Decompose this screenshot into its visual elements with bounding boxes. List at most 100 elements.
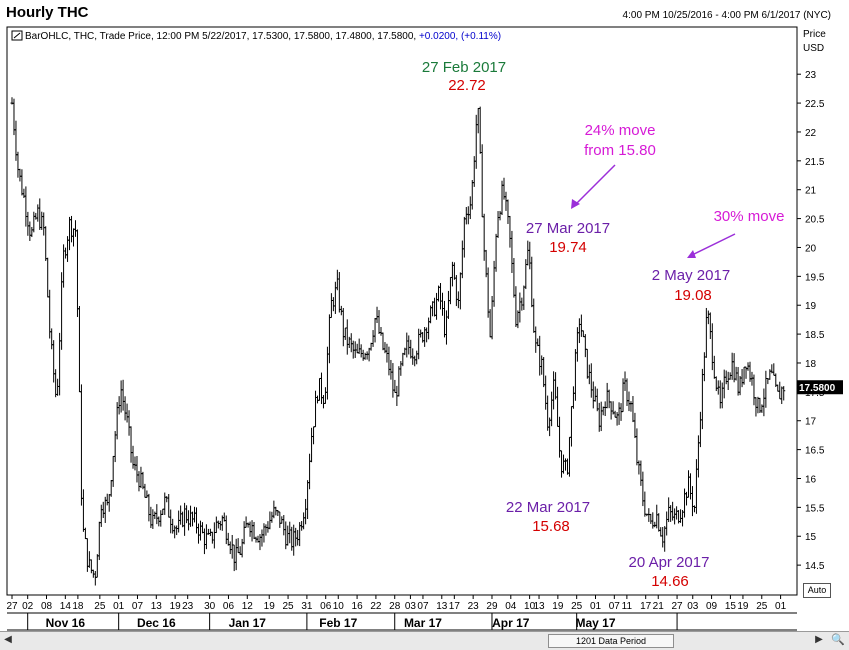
x-month-label: Apr 17 xyxy=(492,616,530,630)
ohlc-bar xyxy=(782,386,786,401)
x-day-label: 19 xyxy=(552,601,564,612)
y-tick-label: 21.5 xyxy=(805,157,825,168)
annotation-price-mar22: 15.68 xyxy=(532,518,570,535)
legend-row: BarOHLC, THC, Trade Price, 12:00 PM 5/22… xyxy=(11,30,501,42)
x-day-label: 25 xyxy=(571,601,583,612)
annotation-move-24-from: from 15.80 xyxy=(584,142,656,159)
x-day-label: 23 xyxy=(182,601,194,612)
x-day-label: 16 xyxy=(352,601,364,612)
x-day-label: 06 xyxy=(320,601,332,612)
x-month-label: Dec 16 xyxy=(137,616,176,630)
annotation-date-mar22: 22 Mar 2017 xyxy=(506,499,590,516)
x-day-label: 31 xyxy=(301,601,313,612)
x-day-label: 13 xyxy=(533,601,545,612)
annotation-move-30: 30% move xyxy=(714,208,785,225)
x-day-label: 07 xyxy=(609,601,621,612)
annotation-date-apr20: 20 Apr 2017 xyxy=(629,554,710,571)
x-month-label: Jan 17 xyxy=(229,616,267,630)
last-price-label: 17.5800 xyxy=(799,383,836,394)
x-day-label: 07 xyxy=(132,601,144,612)
x-day-label: 25 xyxy=(283,601,295,612)
y-tick-label: 15.5 xyxy=(805,503,825,514)
plot-area xyxy=(6,26,798,596)
x-day-label: 13 xyxy=(436,601,448,612)
date-range: 4:00 PM 10/25/2016 - 4:00 PM 6/1/2017 (N… xyxy=(622,10,831,21)
price-chart[interactable]: BarOHLC, THC, Trade Price, 12:00 PM 5/22… xyxy=(0,0,849,631)
x-month-label: Nov 16 xyxy=(46,616,86,630)
y-tick-label: 18.5 xyxy=(805,330,825,341)
scroll-left-icon[interactable]: ◀ xyxy=(4,634,12,645)
x-day-label: 01 xyxy=(775,601,787,612)
x-day-label: 06 xyxy=(223,601,235,612)
y-tick-label: 16 xyxy=(805,474,817,485)
y-tick-label: 19 xyxy=(805,301,817,312)
x-day-label: 21 xyxy=(653,601,665,612)
x-day-label: 04 xyxy=(505,601,517,612)
x-day-label: 28 xyxy=(389,601,401,612)
y-tick-label: 15 xyxy=(805,532,817,543)
annotation-price-feb27: 22.72 xyxy=(448,77,486,94)
x-day-label: 19 xyxy=(264,601,276,612)
x-day-label: 14 xyxy=(60,601,72,612)
x-day-label: 17 xyxy=(640,601,652,612)
x-day-label: 10 xyxy=(524,601,536,612)
x-day-label: 01 xyxy=(113,601,125,612)
x-day-label: 12 xyxy=(242,601,254,612)
arrow-24-head xyxy=(571,199,580,209)
annotation-date-mar27: 27 Mar 2017 xyxy=(526,220,610,237)
y-axis: 14.51515.51616.51717.51818.51919.52020.5… xyxy=(797,70,825,572)
x-day-label: 18 xyxy=(72,601,84,612)
y-tick-label: 22.5 xyxy=(805,99,825,110)
y-tick-label: 16.5 xyxy=(805,446,825,457)
y-tick-label: 14.5 xyxy=(805,561,825,572)
y-axis-title-usd: USD xyxy=(803,43,824,54)
annotation-price-apr20: 14.66 xyxy=(651,573,689,590)
x-month-label: May 17 xyxy=(575,616,615,630)
legend-change: +0.0200, (+0.11%) xyxy=(419,31,501,42)
x-day-label: 19 xyxy=(737,601,749,612)
x-day-label: 07 xyxy=(417,601,429,612)
annotation-price-mar27: 19.74 xyxy=(549,239,587,256)
y-tick-label: 18 xyxy=(805,359,817,370)
y-axis-title-price: Price xyxy=(803,29,826,40)
annotation-date-may2: 2 May 2017 xyxy=(652,267,730,284)
last-price-tag: 17.5800 xyxy=(797,380,843,395)
x-day-label: 19 xyxy=(170,601,182,612)
arrow-24 xyxy=(573,164,616,207)
y-tick-label: 21 xyxy=(805,186,817,197)
y-tick-label: 23 xyxy=(805,70,817,81)
ohlc-bars xyxy=(10,97,786,586)
x-day-label: 29 xyxy=(486,601,498,612)
x-month-label: Mar 17 xyxy=(404,616,442,630)
x-day-label: 02 xyxy=(22,601,34,612)
x-day-label: 13 xyxy=(151,601,163,612)
y-tick-label: 19.5 xyxy=(805,272,825,283)
x-day-label: 09 xyxy=(706,601,718,612)
x-day-label: 15 xyxy=(725,601,737,612)
auto-scale-button[interactable]: Auto xyxy=(803,583,831,598)
x-day-label: 25 xyxy=(94,601,106,612)
annotation-move-24: 24% move xyxy=(585,122,656,139)
x-day-label: 01 xyxy=(590,601,602,612)
x-day-label: 10 xyxy=(333,601,345,612)
zoom-icon[interactable]: 🔍 xyxy=(831,634,845,646)
arrow-30-head xyxy=(687,250,696,258)
x-day-label: 08 xyxy=(41,601,53,612)
arrow-30 xyxy=(689,233,736,257)
scroll-right-icon[interactable]: ▶ xyxy=(815,634,823,645)
y-tick-label: 20 xyxy=(805,243,817,254)
x-day-label: 03 xyxy=(405,601,417,612)
y-tick-label: 22 xyxy=(805,128,817,139)
x-day-label: 17 xyxy=(449,601,461,612)
y-tick-label: 20.5 xyxy=(805,215,825,226)
scroll-thumb[interactable]: 1201 Data Period xyxy=(548,634,674,648)
horizontal-scrollbar[interactable]: ◀ 1201 Data Period ▶ 🔍 xyxy=(0,631,849,650)
annotation-price-may2: 19.08 xyxy=(674,287,712,304)
annotation-date-feb27: 27 Feb 2017 xyxy=(422,59,506,76)
x-day-label: 22 xyxy=(370,601,382,612)
x-day-label: 03 xyxy=(687,601,699,612)
x-day-label: 23 xyxy=(468,601,480,612)
x-day-label: 27 xyxy=(672,601,684,612)
x-day-label: 25 xyxy=(756,601,768,612)
annotations: 27 Feb 2017 22.72 24% move from 15.80 27… xyxy=(422,59,785,590)
